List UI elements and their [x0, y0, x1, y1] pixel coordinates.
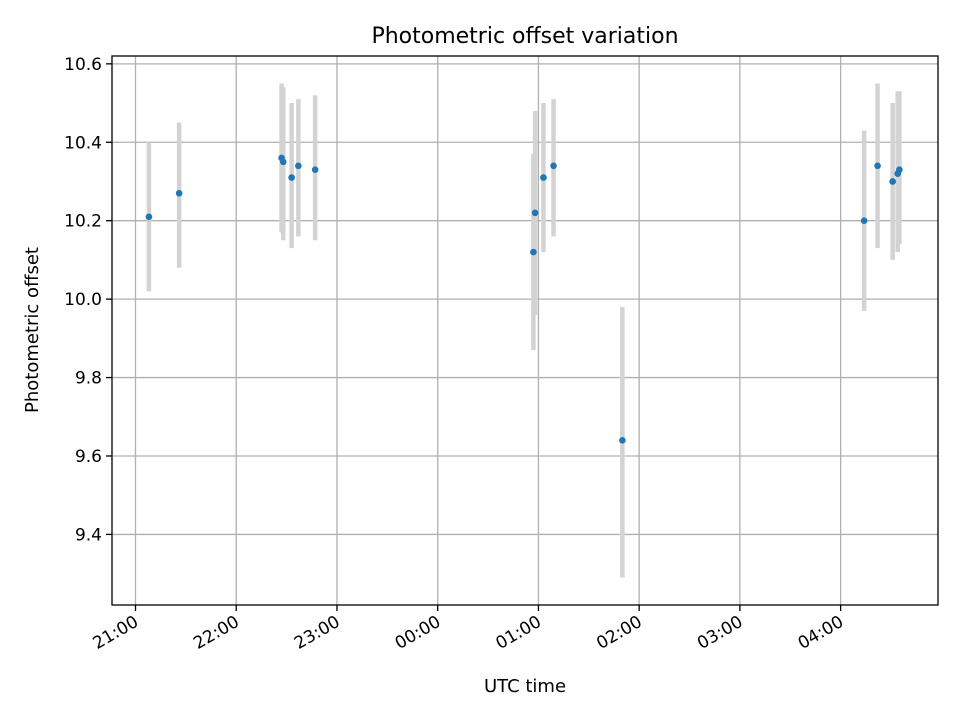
y-tick-label: 10.0 [64, 290, 102, 310]
data-point [295, 162, 302, 170]
x-tick-label: 23:00 [291, 612, 343, 654]
y-tick-label: 10.2 [64, 212, 102, 232]
error-bars [146, 83, 902, 578]
data-point [175, 189, 183, 197]
data-point [619, 437, 626, 444]
chart-title: Photometric offset variation [371, 24, 678, 49]
data-point [889, 178, 896, 185]
x-tick-label: 22:00 [190, 612, 242, 654]
axis-ticks: 21:00 22:00 23:00 00:00 01:00 02:00 03:00 04:00… [64, 55, 847, 654]
y-tick-label: 9.8 [75, 369, 102, 389]
x-axis-label: UTC time [484, 676, 566, 697]
y-tick-label: 9.6 [75, 447, 102, 467]
data-point [531, 209, 539, 217]
data-point [279, 158, 287, 166]
grid [112, 56, 938, 605]
x-tick-label: 04:00 [795, 612, 847, 654]
y-tick-label: 10.4 [64, 133, 102, 153]
data-point [530, 248, 537, 256]
data-point [540, 174, 547, 181]
x-tick-label: 02:00 [593, 612, 645, 654]
data-point [896, 166, 903, 174]
data-point [311, 166, 319, 174]
x-tick-label: 00:00 [392, 612, 444, 654]
data-point [860, 217, 868, 224]
data-points [145, 154, 903, 444]
x-tick-label: 01:00 [492, 612, 544, 654]
data-point [288, 174, 295, 181]
y-axis-label: Photometric offset [22, 247, 43, 413]
x-tick-label: 21:00 [90, 612, 142, 654]
data-point [145, 213, 153, 221]
plot-frame [111, 55, 939, 606]
data-point [550, 162, 557, 170]
x-tick-label: 03:00 [694, 612, 746, 654]
data-point [874, 162, 881, 170]
y-tick-label: 9.4 [75, 525, 102, 545]
y-tick-label: 10.6 [64, 55, 102, 75]
